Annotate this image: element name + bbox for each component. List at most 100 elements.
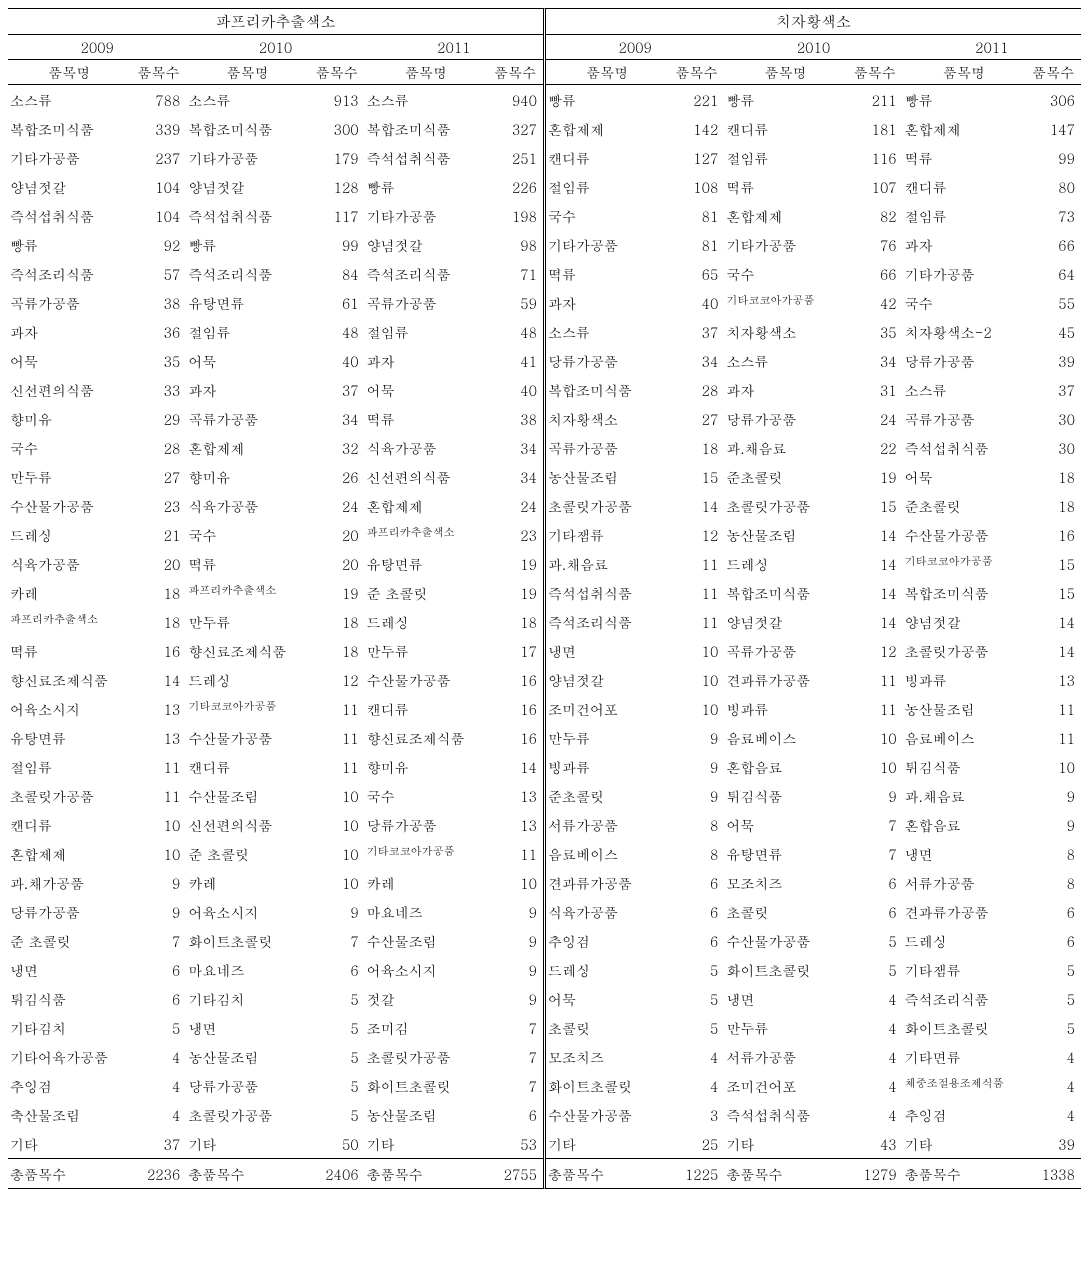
cell-pair: 수산물조림10 (186, 786, 364, 806)
item-name: 튀김식품 (8, 989, 127, 1009)
item-name: 기타가공품 (365, 206, 484, 226)
item-name: 만두류 (8, 467, 127, 487)
item-name: 기타 (365, 1134, 484, 1154)
item-name: 빵류 (546, 90, 665, 110)
table-row: 조미건어포10빙과류11농산물조림11 (546, 694, 1081, 723)
item-name: 파프리카추출색소 (186, 583, 305, 603)
item-name: 곡류가공품 (903, 409, 1022, 429)
cell-pair: 기타25 (546, 1134, 724, 1154)
item-name: 향신료조제식품 (365, 728, 484, 748)
cell-pair: 서류가공품8 (903, 873, 1081, 893)
item-count: 19 (484, 554, 543, 574)
item-name: 체중조절용조제식품 (903, 1076, 1022, 1096)
table-row: 곡류가공품38유탕면류61곡류가공품59 (8, 288, 543, 317)
item-name: 기타잼류 (546, 525, 665, 545)
cell-pair: 카레18 (8, 583, 186, 603)
cell-pair: 신선편의식품33 (8, 380, 186, 400)
cell-pair: 국수66 (724, 264, 902, 284)
cell-pair: 치자황색소35 (724, 322, 902, 342)
item-name: 농산물조림 (186, 1047, 305, 1067)
item-name: 캔디류 (365, 699, 484, 719)
table-row: 즉석조리식품11양념젓갈14양념젓갈14 (546, 607, 1081, 636)
item-name: 소스류 (903, 380, 1022, 400)
cell-pair: 절임류108 (546, 177, 724, 197)
total-pair: 총품목수2406 (186, 1164, 364, 1184)
item-count: 11 (305, 728, 364, 748)
item-count: 4 (843, 1076, 902, 1096)
cell-pair: 기타어육가공품4 (8, 1047, 186, 1067)
cell-pair: 과자36 (8, 322, 186, 342)
cell-pair: 곡류가공품34 (186, 409, 364, 429)
item-count: 11 (665, 583, 724, 603)
item-name: 조미김 (365, 1018, 484, 1038)
item-count: 327 (484, 119, 543, 139)
item-count: 30 (1022, 409, 1081, 429)
item-count: 5 (305, 1047, 364, 1067)
item-count: 42 (843, 293, 902, 313)
item-name: 서류가공품 (724, 1047, 843, 1067)
item-count: 6 (127, 960, 186, 980)
item-count: 99 (305, 235, 364, 255)
cell-pair: 냉면6 (8, 960, 186, 980)
cell-pair: 기타37 (8, 1134, 186, 1154)
table-row: 유탕면류13수산물가공품11향신료조제식품16 (8, 723, 543, 752)
item-count: 23 (484, 525, 543, 545)
column-pair: 품목명품목수 (903, 60, 1081, 84)
table-row: 식육가공품6초콜릿6견과류가공품6 (546, 897, 1081, 926)
table-row: 캔디류127절임류116떡류99 (546, 143, 1081, 172)
cell-pair: 국수55 (903, 293, 1081, 313)
cell-pair: 곡류가공품38 (8, 293, 186, 313)
cell-pair: 즉석섭취식품117 (186, 206, 364, 226)
item-count: 788 (127, 90, 186, 110)
cell-pair: 음료베이스10 (724, 728, 902, 748)
item-name: 유탕면류 (8, 728, 127, 748)
item-name: 혼합음료 (724, 757, 843, 777)
item-count: 19 (843, 467, 902, 487)
table-row: 튀김식품6기타김치5젓갈9 (8, 984, 543, 1013)
cell-pair: 양념젓갈104 (8, 177, 186, 197)
item-name: 당류가공품 (186, 1076, 305, 1096)
item-count: 22 (843, 438, 902, 458)
item-name: 빙과류 (903, 670, 1022, 690)
table-row: 향신료조제식품14드레싱12수산물가공품16 (8, 665, 543, 694)
item-name: 기타가공품 (546, 235, 665, 255)
item-count: 11 (127, 757, 186, 777)
item-count: 5 (305, 1076, 364, 1096)
item-name: 혼합제제 (724, 206, 843, 226)
item-count: 5 (305, 989, 364, 1009)
cell-pair: 치자황색소27 (546, 409, 724, 429)
item-count: 18 (665, 438, 724, 458)
table-row: 기타김치5냉면5조미김7 (8, 1013, 543, 1042)
item-name: 양념젓갈 (186, 177, 305, 197)
item-count: 99 (1022, 148, 1081, 168)
cell-pair: 절임류73 (903, 206, 1081, 226)
name-header: 품목명 (724, 60, 847, 84)
item-count: 81 (665, 206, 724, 226)
cell-pair: 과자41 (365, 351, 543, 371)
item-name: 기타 (903, 1134, 1022, 1154)
item-count: 34 (665, 351, 724, 371)
table-row: 모조치즈4서류가공품4기타면류4 (546, 1042, 1081, 1071)
item-name: 과.채음료 (724, 438, 843, 458)
cell-pair: 즉석섭취식품251 (365, 148, 543, 168)
count-header: 품목수 (1025, 60, 1081, 84)
item-count: 11 (843, 670, 902, 690)
cell-pair: 유탕면류61 (186, 293, 364, 313)
cell-pair: 모조치즈6 (724, 873, 902, 893)
item-count: 10 (484, 873, 543, 893)
item-count: 11 (843, 699, 902, 719)
cell-pair: 절임류48 (365, 322, 543, 342)
item-name: 어육소시지 (8, 699, 127, 719)
cell-pair: 기타코코아가공품11 (365, 844, 543, 864)
item-count: 36 (127, 322, 186, 342)
item-name: 과자 (546, 293, 665, 313)
item-count: 3 (665, 1105, 724, 1125)
table-row: 기타25기타43기타39 (546, 1129, 1081, 1158)
item-name: 곡류가공품 (186, 409, 305, 429)
cell-pair: 즉석조리식품5 (903, 989, 1081, 1009)
item-name: 혼합제제 (186, 438, 305, 458)
cell-pair: 양념젓갈10 (546, 670, 724, 690)
cell-pair: 즉석섭취식품4 (724, 1105, 902, 1125)
item-count: 98 (484, 235, 543, 255)
item-name: 수산물가공품 (903, 525, 1022, 545)
